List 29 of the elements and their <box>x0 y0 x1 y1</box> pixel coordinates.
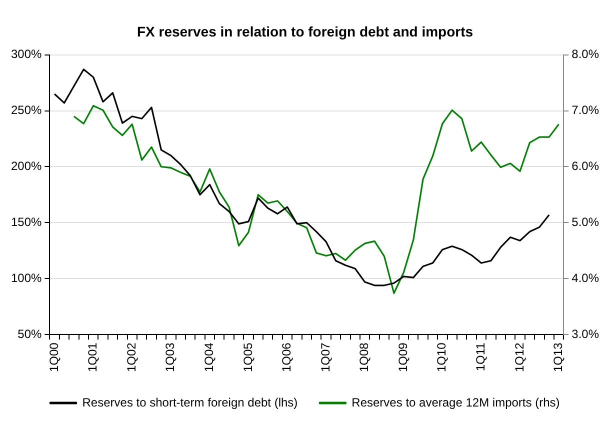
x-tick-label: 1Q13 <box>551 342 566 372</box>
x-tick-label: 1Q01 <box>86 342 100 372</box>
y2-tick-label: 5.0% <box>572 215 600 230</box>
x-tick-label: 1Q05 <box>240 342 255 372</box>
y2-tick-label: 6.0% <box>572 159 600 174</box>
x-tick-label: 1Q12 <box>512 342 526 372</box>
y2-tick-label: 3.0% <box>572 326 600 341</box>
y-tick-label: 150% <box>10 215 42 230</box>
y2-tick-label: 4.0% <box>572 270 600 285</box>
x-tick-label: 1Q03 <box>163 342 178 372</box>
x-tick-label: 1Q11 <box>474 342 488 372</box>
x-tick-label: 1Q02 <box>124 342 138 372</box>
x-tick-label: 1Q10 <box>434 342 449 372</box>
x-tick-label: 1Q09 <box>396 342 410 372</box>
legend-label: Reserves to average 12M imports (rhs) <box>352 395 560 410</box>
x-tick-label: 1Q00 <box>46 342 61 372</box>
y2-tick-label: 8.0% <box>572 47 600 62</box>
y2-tick-label: 7.0% <box>572 103 600 118</box>
y-tick-label: 50% <box>18 326 42 341</box>
x-tick-label: 1Q06 <box>280 342 294 372</box>
y-tick-label: 100% <box>10 270 42 285</box>
x-tick-label: 1Q07 <box>318 342 332 372</box>
y-tick-label: 300% <box>10 47 42 62</box>
y-tick-label: 200% <box>10 159 42 174</box>
legend-label: Reserves to short-term foreign debt (lhs) <box>82 395 298 410</box>
y-tick-label: 250% <box>10 103 42 118</box>
x-tick-label: 1Q08 <box>357 342 372 372</box>
chart-title: FX reserves in relation to foreign debt and imports <box>136 23 474 40</box>
x-tick-label: 1Q04 <box>202 342 216 372</box>
